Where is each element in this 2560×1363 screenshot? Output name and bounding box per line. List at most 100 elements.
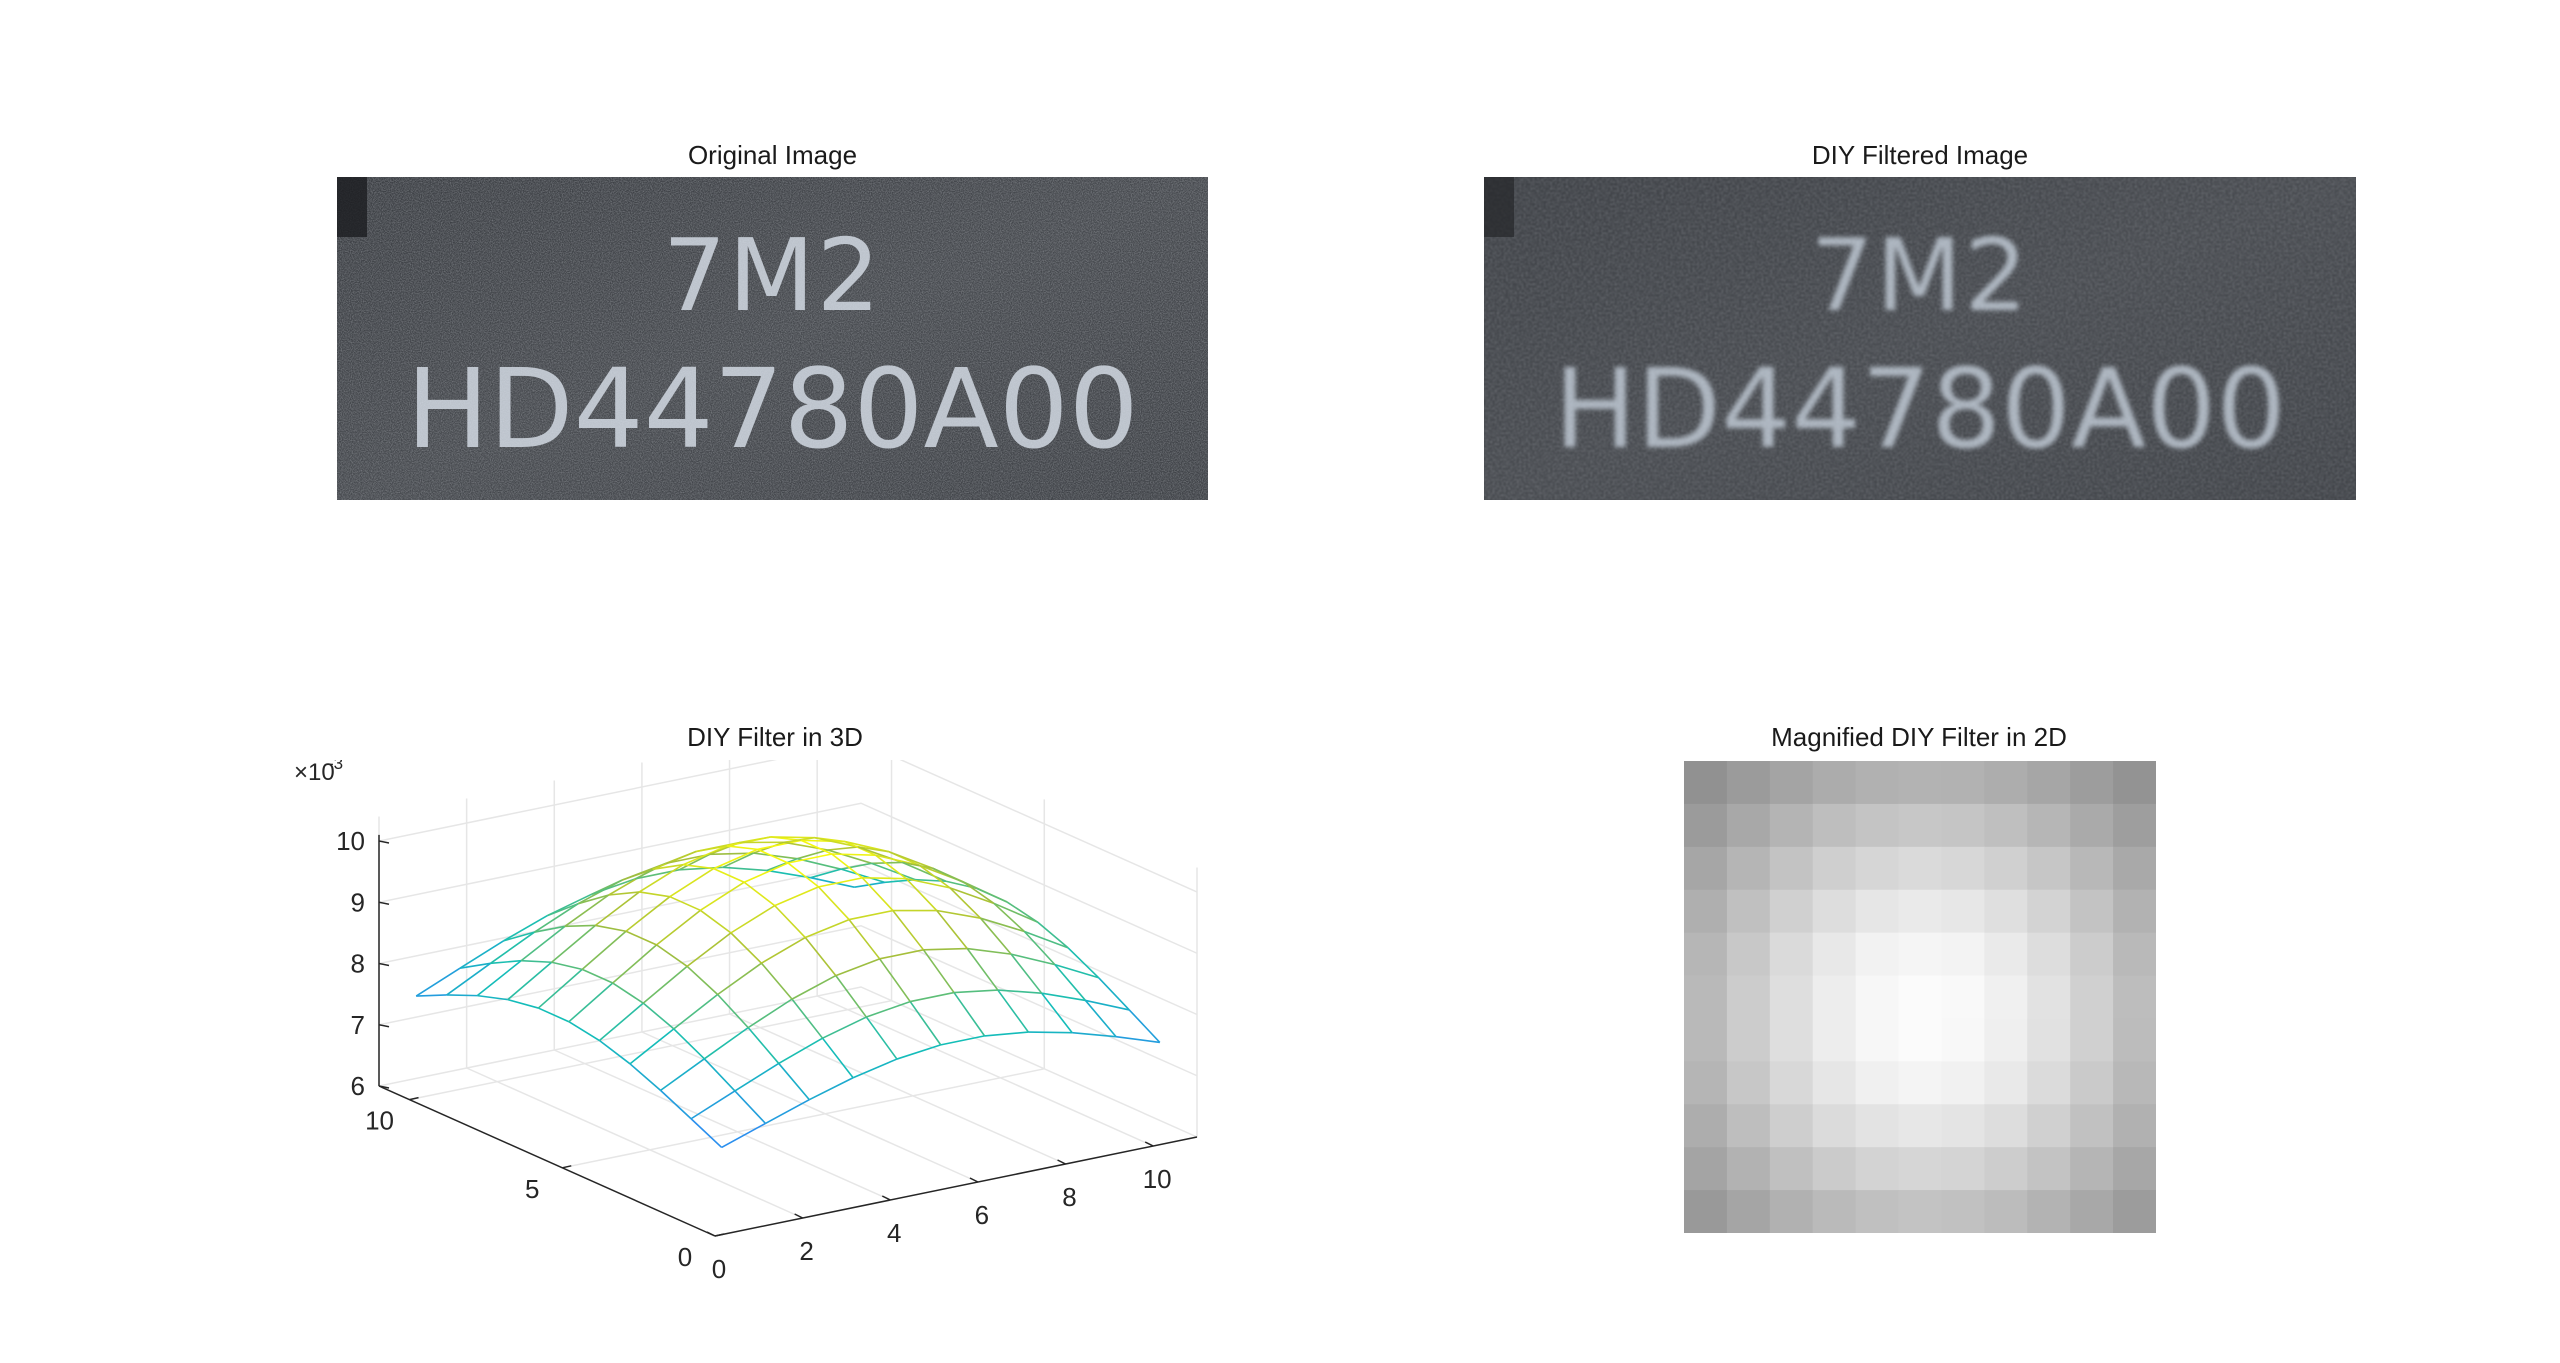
surface-edge — [551, 924, 596, 963]
heatmap-cell — [2113, 1104, 2156, 1148]
surface-edge — [1041, 992, 1086, 1002]
heatmap-cell — [1941, 846, 1985, 891]
surface-edge — [866, 1000, 911, 1018]
surface-edge — [594, 891, 640, 927]
floor-gridline-y — [562, 1068, 1045, 1169]
x-tick — [1144, 1141, 1154, 1147]
original-image-texture — [337, 177, 1208, 500]
surface-edge — [902, 861, 933, 870]
heatmap-cell — [1812, 1104, 1857, 1148]
surface-edge — [669, 895, 701, 912]
surface-edge — [1010, 953, 1043, 994]
surface-edge — [639, 891, 670, 898]
heatmap-cell — [1684, 1018, 1728, 1062]
surface-edge — [642, 965, 688, 1004]
surface-edge — [734, 1062, 780, 1092]
surface-edge — [726, 845, 758, 851]
surface-edge — [814, 836, 859, 848]
surface-edge — [822, 1016, 867, 1039]
surface-edge — [722, 866, 767, 872]
heatmap-cell — [1984, 975, 2028, 1019]
heatmap-cell — [1898, 932, 1942, 977]
heatmap-cell — [1898, 846, 1942, 891]
surface-edge — [879, 949, 924, 960]
surface-edge — [660, 1058, 705, 1092]
surface-edge — [778, 1037, 823, 1065]
surface-edge — [1024, 930, 1069, 949]
heatmap-cell — [2027, 975, 2071, 1019]
heatmap-cell — [2027, 1061, 2071, 1105]
surface-edge — [538, 1007, 570, 1023]
x-tick-label: 4 — [887, 1218, 901, 1248]
surface-edge — [682, 863, 714, 870]
y-tick-label: 5 — [525, 1174, 539, 1204]
heatmap-cell — [1769, 803, 1814, 848]
heatmap-cell — [2027, 761, 2071, 805]
surface-edge — [577, 894, 609, 905]
chip-marking-line1: 7M2 — [662, 217, 883, 334]
surface-edge — [753, 852, 798, 860]
surface-edge — [608, 891, 640, 896]
heatmap-cell — [2113, 1018, 2156, 1062]
surface-edge — [871, 862, 916, 881]
floor-gridline-x — [641, 1031, 979, 1183]
surface-edge — [993, 902, 1038, 923]
surface-edge — [831, 853, 863, 879]
heatmap-cell — [2113, 1147, 2156, 1191]
x-tick — [794, 1213, 803, 1219]
heatmap-cell — [2027, 1104, 2071, 1148]
heatmap-cell — [1769, 1190, 1814, 1233]
heatmap-cell — [1726, 889, 1771, 934]
heatmap-cell — [1941, 1147, 1985, 1191]
heatmap-cell — [1684, 975, 1728, 1019]
floor-gridline-y — [409, 999, 892, 1101]
heatmap-cell — [1855, 1061, 1900, 1105]
filtered-image-texture — [1484, 177, 2356, 500]
surface-edge — [1072, 1031, 1117, 1038]
heatmap-cell — [1898, 761, 1942, 805]
surface-edge — [564, 924, 596, 928]
surface-edge — [808, 1077, 854, 1101]
surface-edge — [770, 836, 815, 839]
heatmap-cell — [1812, 846, 1857, 891]
surface-edge — [949, 887, 982, 919]
heatmap-cell — [2027, 846, 2071, 891]
surface-edge — [765, 1098, 810, 1125]
original-image-title: Original Image — [687, 140, 858, 170]
heatmap-cell — [2113, 932, 2156, 977]
y-axis-line — [378, 1085, 716, 1237]
surface-edge — [1010, 953, 1056, 966]
surface-edge — [967, 947, 1012, 955]
heatmap-cell — [1769, 1018, 1814, 1062]
heatmap-cell — [1684, 1104, 1728, 1148]
surface-edge — [760, 962, 793, 1000]
surface-edge — [840, 862, 872, 870]
surface-edge — [690, 1118, 723, 1148]
surface-edge — [835, 975, 868, 1018]
heatmap-cell — [1898, 1018, 1942, 1062]
heatmap-cell — [1812, 803, 1857, 848]
heatmap-title: Magnified DIY Filter in 2D — [1771, 722, 2067, 752]
surface-edge — [490, 959, 522, 965]
surface-edge — [665, 850, 697, 865]
surface-edge — [721, 1122, 766, 1149]
surface-edge — [507, 961, 553, 1001]
heatmap-cell — [2070, 1104, 2114, 1148]
x-tick-label: 8 — [1062, 1182, 1076, 1212]
surface-edge — [1023, 930, 1056, 966]
heatmap-cell — [1684, 1061, 1728, 1105]
surface-edge — [568, 1021, 600, 1042]
surface-edge — [1128, 1009, 1161, 1043]
heatmap-cell — [2070, 1190, 2114, 1233]
surface-edge — [831, 853, 876, 857]
surface-edge — [962, 881, 995, 904]
surface-edge — [936, 910, 968, 950]
heatmap-cell — [1855, 761, 1900, 805]
surface-edge — [415, 967, 461, 997]
surface-edge — [878, 958, 911, 1003]
surface-edge — [835, 958, 880, 977]
surface-edge — [774, 905, 806, 939]
heatmap-cell — [1812, 975, 1857, 1019]
heatmap-cell — [1898, 1104, 1942, 1148]
z-tick — [378, 1085, 390, 1089]
